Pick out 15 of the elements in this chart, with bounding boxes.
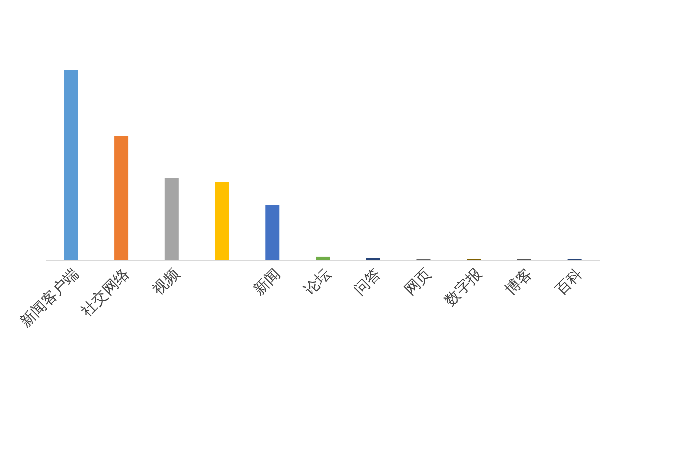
x-tick-label: 百科 bbox=[552, 266, 586, 300]
x-tick-label: 视频 bbox=[150, 266, 184, 300]
bar bbox=[215, 182, 230, 260]
x-tick-label: 新闻 bbox=[250, 266, 284, 300]
bar bbox=[316, 256, 330, 260]
bar bbox=[266, 205, 280, 260]
x-tick-label: 问答 bbox=[351, 266, 385, 300]
bar bbox=[64, 70, 78, 260]
x-tick-label: 网页 bbox=[402, 266, 436, 300]
x-tick-label: 社交网络 bbox=[78, 266, 133, 320]
x-tick-label: 数字报 bbox=[442, 266, 486, 310]
x-tick-label: 博客 bbox=[502, 266, 536, 300]
bar bbox=[164, 178, 179, 260]
x-tick-label: 论坛 bbox=[301, 266, 334, 300]
bar bbox=[114, 136, 129, 260]
